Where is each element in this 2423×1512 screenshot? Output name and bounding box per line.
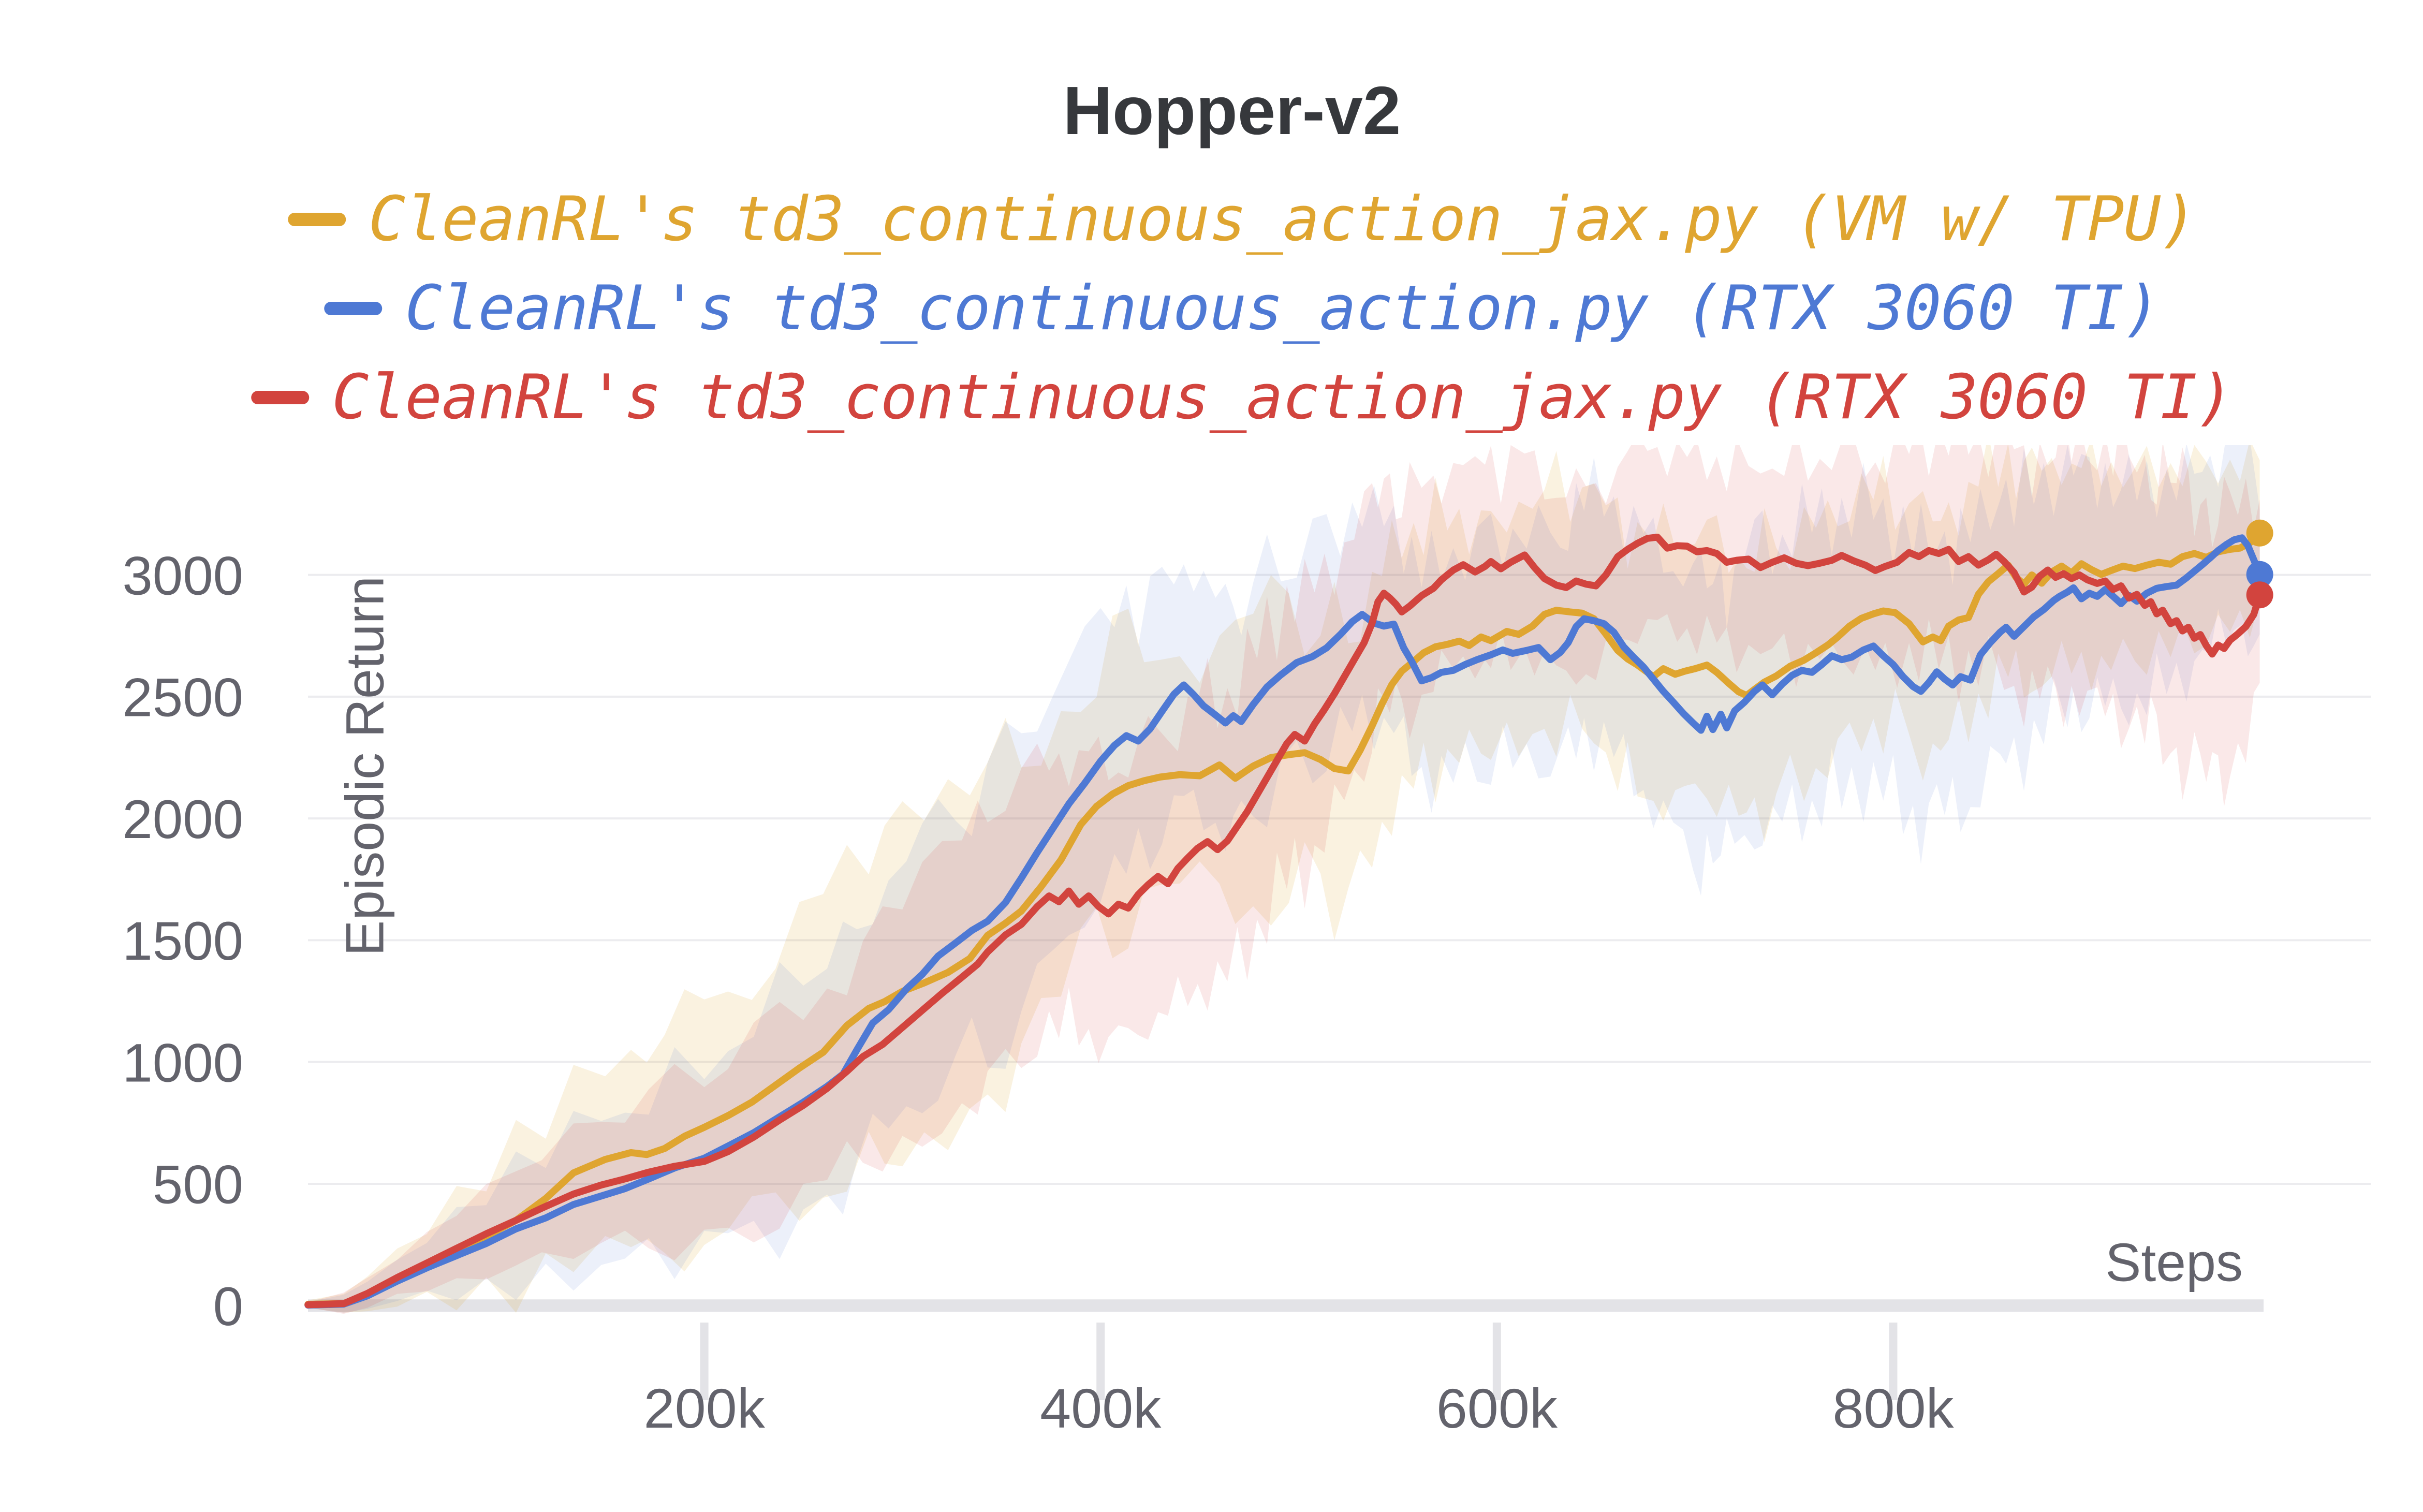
confidence-band-2 xyxy=(308,445,2260,1314)
y-axis-label: Episodic Return xyxy=(335,576,395,957)
legend-label-td3-jax-rtx3060ti: CleanRL's td3_continuous_action_jax.py (… xyxy=(332,362,2234,433)
x-tick-label-400k: 400k xyxy=(1040,1377,1162,1440)
series-end-dot-2 xyxy=(2246,581,2273,609)
series-line-0 xyxy=(304,529,2264,1308)
y-tick-label-3000: 3000 xyxy=(122,546,243,606)
legend-dash-blue-icon xyxy=(324,302,383,315)
legend: CleanRL's td3_continuous_action_jax.py (… xyxy=(251,181,2234,436)
x-tick-label-600k: 600k xyxy=(1436,1377,1558,1440)
y-tick-label-0: 0 xyxy=(213,1276,243,1337)
legend-dash-orange-icon xyxy=(287,213,346,226)
y-tick-label-2000: 2000 xyxy=(122,789,243,850)
y-tick-label-1000: 1000 xyxy=(122,1033,243,1093)
chart-title: Hopper-v2 xyxy=(1063,72,1401,149)
legend-item-td3-jax-rtx3060ti: CleanRL's td3_continuous_action_jax.py (… xyxy=(251,359,2234,436)
legend-label-td3-jax-tpu: CleanRL's td3_continuous_action_jax.py (… xyxy=(368,184,2197,255)
legend-dash-red-icon xyxy=(251,391,310,404)
x-tick-label-200k: 200k xyxy=(644,1377,766,1440)
series-end-dot-0 xyxy=(2246,519,2273,547)
x-axis-label: Steps xyxy=(2105,1232,2243,1293)
legend-label-td3-rtx3060ti: CleanRL's td3_continuous_action.py (RTX … xyxy=(405,273,2161,344)
legend-item-td3-rtx3060ti: CleanRL's td3_continuous_action.py (RTX … xyxy=(324,270,2161,347)
legend-item-td3-jax-tpu: CleanRL's td3_continuous_action_jax.py (… xyxy=(287,181,2197,258)
y-tick-label-2500: 2500 xyxy=(122,668,243,728)
y-tick-label-1500: 1500 xyxy=(122,911,243,972)
y-tick-label-500: 500 xyxy=(153,1155,243,1215)
confidence-band-0 xyxy=(308,445,2260,1313)
series-end-dot-1 xyxy=(2246,561,2273,588)
series-line-1 xyxy=(304,534,2264,1309)
series-line-2 xyxy=(304,533,2264,1309)
x-tick-label-800k: 800k xyxy=(1832,1377,1954,1440)
confidence-band-1 xyxy=(308,445,2260,1313)
